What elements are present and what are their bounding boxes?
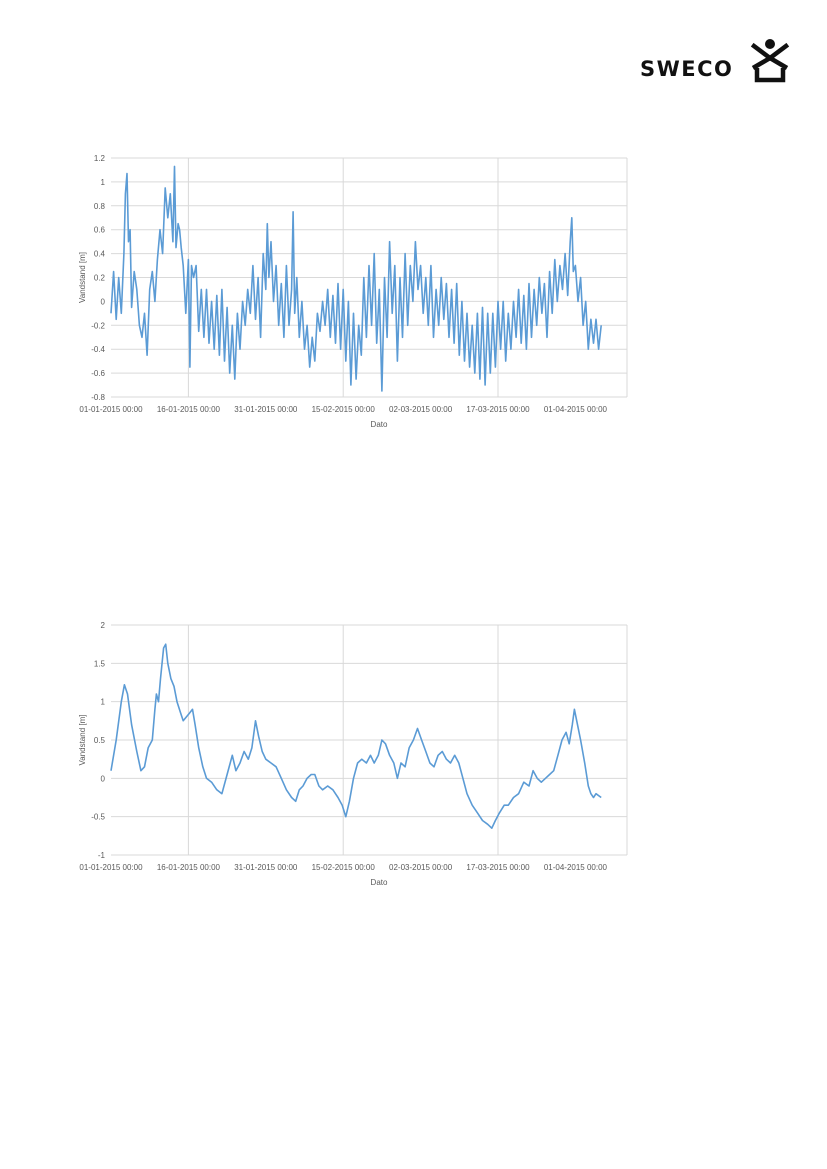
series-line — [110, 165, 602, 392]
y-tick-label: -0.2 — [91, 321, 105, 330]
y-tick-label: -0.5 — [91, 813, 105, 822]
x-tick-label: 01-04-2015 00:00 — [544, 863, 608, 872]
y-tick-label: -0.8 — [91, 393, 105, 402]
x-tick-label: 01-04-2015 00:00 — [544, 405, 608, 414]
x-tick-label: 17-03-2015 00:00 — [466, 405, 530, 414]
series-line — [110, 643, 602, 829]
y-tick-label: 1.2 — [94, 154, 106, 163]
x-axis-label: Dato — [371, 420, 388, 429]
sweco-logo: SWECO — [640, 38, 790, 86]
x-tick-label: 02-03-2015 00:00 — [389, 863, 453, 872]
sweco-person-house-icon — [750, 39, 790, 83]
y-tick-label: 2 — [101, 621, 106, 630]
x-axis-label: Dato — [371, 878, 388, 887]
y-axis-label: Vandstand [m] — [78, 252, 87, 303]
water-level-chart-1: -0.8 -0.6 -0.4 -0.2 0 0.2 0.4 0.6 0.8 1 1.2 01-01-2… — [78, 154, 628, 429]
y-tick-label: 0.4 — [94, 250, 106, 259]
y-tick-label: -0.4 — [91, 345, 105, 354]
y-tick-label: 0 — [101, 297, 106, 306]
y-tick-label: 0.2 — [94, 274, 106, 283]
x-tick-label: 02-03-2015 00:00 — [389, 405, 453, 414]
y-tick-label: 0.6 — [94, 226, 106, 235]
y-tick-label: 1 — [101, 178, 106, 187]
x-tick-label: 01-01-2015 00:00 — [79, 405, 143, 414]
logo-text: SWECO — [640, 57, 734, 81]
x-tick-label: 16-01-2015 00:00 — [157, 863, 221, 872]
y-tick-label: 0.5 — [94, 736, 106, 745]
y-tick-label: 0 — [101, 774, 106, 783]
y-tick-label: 1 — [101, 698, 106, 707]
x-tick-label: 15-02-2015 00:00 — [312, 405, 376, 414]
water-level-chart-2: -1 -0.5 0 0.5 1 1.5 2 01-01-2015 00:00 16-01-201… — [78, 621, 628, 887]
x-tick-label: 31-01-2015 00:00 — [234, 405, 298, 414]
y-tick-label: -1 — [98, 851, 106, 860]
x-tick-label: 15-02-2015 00:00 — [312, 863, 376, 872]
x-tick-label: 16-01-2015 00:00 — [157, 405, 221, 414]
x-tick-label: 01-01-2015 00:00 — [79, 863, 143, 872]
y-tick-label: 0.8 — [94, 202, 106, 211]
y-axis-label: Vandstand [m] — [78, 715, 87, 766]
x-tick-label: 31-01-2015 00:00 — [234, 863, 298, 872]
y-tick-label: -0.6 — [91, 369, 105, 378]
y-tick-label: 1.5 — [94, 659, 106, 668]
x-tick-label: 17-03-2015 00:00 — [466, 863, 530, 872]
